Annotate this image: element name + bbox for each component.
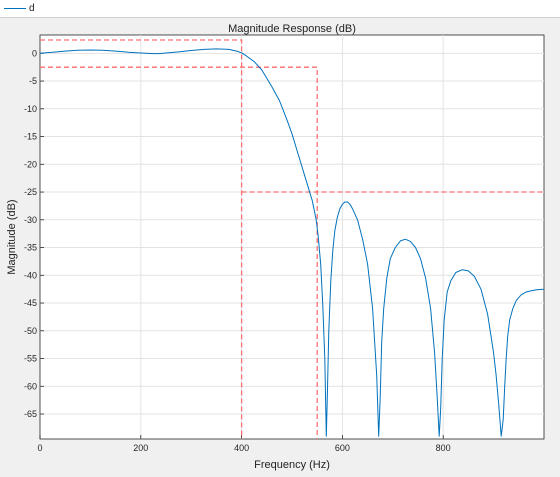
y-axis-label: Magnitude (dB): [6, 199, 18, 274]
legend-label: d: [29, 2, 35, 14]
series-lines: [39, 48, 545, 437]
plot-area[interactable]: [39, 34, 545, 440]
y-tick-label: -60: [24, 381, 37, 391]
y-tick-label: -35: [24, 243, 37, 253]
x-axis-label: Frequency (Hz): [254, 459, 330, 471]
legend-entry-d[interactable]: d: [4, 1, 35, 15]
mask-passband-upper: [40, 39, 243, 439]
x-tick-label: 0: [37, 443, 42, 453]
mask-passband-lower: [40, 66, 318, 439]
y-tick-label: -30: [24, 215, 37, 225]
chart-title: Magnitude Response (dB): [228, 23, 356, 35]
y-tick-label: -25: [24, 187, 37, 197]
y-tick-label: -65: [24, 409, 37, 419]
y-tick-label: -20: [24, 159, 37, 169]
series-line-d[interactable]: [39, 48, 545, 437]
grid-lines: [40, 35, 544, 439]
x-tick-label: 800: [436, 443, 451, 453]
y-tick-label: -5: [29, 76, 37, 86]
y-axis-ticks: 0 -5 -10 -15 -20 -25 -30 -35 -40 -45 -50 -55 -60 -65: [24, 48, 44, 419]
x-tick-label: 400: [234, 443, 249, 453]
y-tick-label: -15: [24, 132, 37, 142]
magnitude-response-figure: Magnitude Response (dB) 0 200 400 600 800 0 -…: [6, 23, 545, 471]
legend-line-swatch: [4, 7, 26, 9]
y-tick-label: -45: [24, 298, 37, 308]
legend-bar: d: [0, 0, 560, 18]
y-tick-label: -40: [24, 270, 37, 280]
x-tick-label: 600: [335, 443, 350, 453]
y-tick-label: 0: [32, 48, 37, 58]
spec-mask-lines: [40, 39, 544, 439]
y-tick-label: -55: [24, 354, 37, 364]
y-tick-label: -50: [24, 326, 37, 336]
y-tick-label: -10: [24, 104, 37, 114]
x-axis-ticks: 0 200 400 600 800: [37, 435, 451, 453]
x-tick-label: 200: [133, 443, 148, 453]
